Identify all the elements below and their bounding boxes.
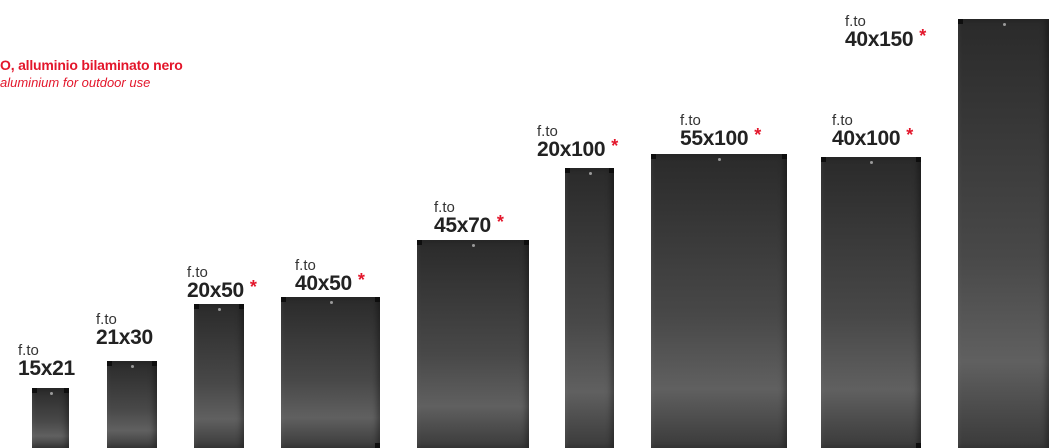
- availability-star: *: [249, 277, 257, 297]
- availability-star: *: [357, 270, 365, 290]
- format-prefix: f.to: [295, 257, 316, 274]
- format-label-40x100: f.to 40x100 *: [832, 113, 913, 149]
- mount-hole: [218, 308, 221, 311]
- panel-40x150: [958, 19, 1049, 448]
- corner-mount: [651, 154, 656, 159]
- format-prefix: f.to: [832, 112, 853, 129]
- format-size: 21x30: [96, 326, 153, 349]
- corner-mount: [524, 240, 529, 245]
- format-size: 40x50: [295, 272, 352, 295]
- mount-hole: [1002, 23, 1006, 26]
- format-label-55x100: f.to 55x100 *: [680, 113, 761, 149]
- availability-star: *: [754, 125, 762, 145]
- corner-mount: [417, 240, 422, 245]
- corner-mount: [565, 168, 570, 173]
- corner-mount: [958, 19, 963, 24]
- panel-40x100: [821, 157, 921, 448]
- format-label-21x30: f.to 21x30: [96, 312, 159, 348]
- product-subtitle: aluminium for outdoor use: [0, 75, 151, 90]
- format-size: 45x70: [434, 214, 491, 237]
- corner-mount: [194, 304, 199, 309]
- corner-mount: [32, 388, 37, 393]
- panel-15x21: [32, 388, 69, 448]
- format-label-20x50: f.to 20x50 *: [187, 265, 257, 301]
- corner-mount: [107, 361, 112, 366]
- mount-hole: [870, 161, 873, 164]
- mount-hole: [588, 172, 592, 175]
- mount-hole: [329, 301, 333, 304]
- panel-45x70: [417, 240, 529, 448]
- availability-star: *: [919, 26, 927, 46]
- format-prefix: f.to: [96, 311, 117, 328]
- format-prefix: f.to: [537, 123, 558, 140]
- format-label-15x21: f.to 15x21: [18, 343, 81, 379]
- corner-mount: [782, 154, 787, 159]
- availability-star: *: [496, 212, 504, 232]
- format-size: 40x150: [845, 28, 914, 51]
- corner-mount: [64, 388, 69, 393]
- corner-mount: [152, 361, 157, 366]
- format-label-40x150: f.to 40x150 *: [845, 14, 926, 50]
- format-label-45x70: f.to 45x70 *: [434, 200, 504, 236]
- corner-mount: [916, 443, 921, 448]
- panel-20x100: [565, 168, 614, 448]
- format-prefix: f.to: [845, 13, 866, 30]
- mount-hole: [718, 158, 721, 161]
- product-title: O, alluminio bilaminato nero: [0, 57, 183, 73]
- format-size: 15x21: [18, 357, 75, 380]
- format-size: 55x100: [680, 127, 749, 150]
- panel-20x50: [194, 304, 244, 448]
- corner-mount: [821, 157, 826, 162]
- corner-mount: [239, 304, 244, 309]
- corner-mount: [375, 297, 380, 302]
- format-label-20x100: f.to 20x100 *: [537, 124, 618, 160]
- format-prefix: f.to: [680, 112, 701, 129]
- panel-21x30: [107, 361, 157, 448]
- corner-mount: [916, 157, 921, 162]
- format-size: 20x50: [187, 279, 244, 302]
- corner-mount: [281, 297, 286, 302]
- panel-40x50: [281, 297, 380, 448]
- mount-hole: [131, 365, 134, 368]
- format-prefix: f.to: [434, 199, 455, 216]
- corner-mount: [609, 168, 614, 173]
- corner-mount: [375, 443, 380, 448]
- format-size: 40x100: [832, 127, 901, 150]
- availability-star: *: [906, 125, 914, 145]
- mount-hole: [472, 244, 475, 247]
- availability-star: *: [611, 136, 619, 156]
- mount-hole: [49, 392, 53, 395]
- format-prefix: f.to: [187, 264, 208, 281]
- format-prefix: f.to: [18, 342, 39, 359]
- format-label-40x50: f.to 40x50 *: [295, 258, 365, 294]
- format-size: 20x100: [537, 138, 606, 161]
- panel-55x100: [651, 154, 787, 448]
